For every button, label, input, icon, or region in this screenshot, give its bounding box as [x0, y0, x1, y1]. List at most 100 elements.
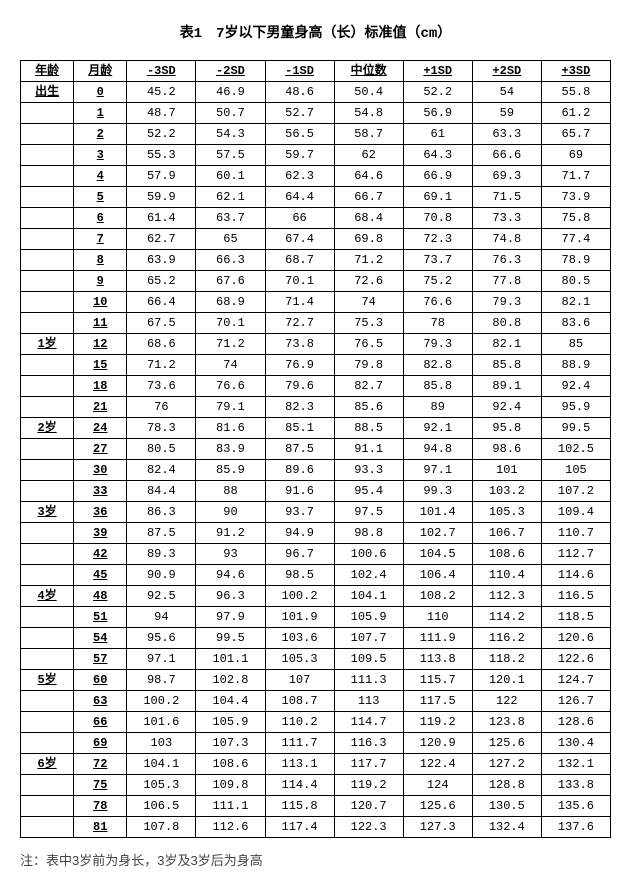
cell-value: 99.3 — [403, 481, 472, 502]
col-header: +2SD — [472, 61, 541, 82]
cell-month: 54 — [74, 628, 127, 649]
cell-value: 63.3 — [472, 124, 541, 145]
cell-value: 57.9 — [127, 166, 196, 187]
cell-value: 102.8 — [196, 670, 265, 691]
cell-value: 116.3 — [334, 733, 403, 754]
cell-value: 112.6 — [196, 817, 265, 838]
cell-value: 119.2 — [334, 775, 403, 796]
cell-value: 78.9 — [541, 250, 610, 271]
cell-value: 61 — [403, 124, 472, 145]
table-row: 661.463.76668.470.873.375.8 — [21, 208, 611, 229]
cell-value: 77.4 — [541, 229, 610, 250]
cell-age — [21, 565, 74, 586]
cell-value: 126.7 — [541, 691, 610, 712]
cell-month: 4 — [74, 166, 127, 187]
cell-value: 105.9 — [334, 607, 403, 628]
table-row: 出生045.246.948.650.452.25455.8 — [21, 82, 611, 103]
table-row: 1873.676.679.682.785.889.192.4 — [21, 376, 611, 397]
table-row: 4590.994.698.5102.4106.4110.4114.6 — [21, 565, 611, 586]
table-row: 217679.182.385.68992.495.9 — [21, 397, 611, 418]
cell-value: 72.6 — [334, 271, 403, 292]
cell-month: 39 — [74, 523, 127, 544]
cell-value: 52.7 — [265, 103, 334, 124]
cell-value: 80.8 — [472, 313, 541, 334]
table-row: 3岁3686.39093.797.5101.4105.3109.4 — [21, 502, 611, 523]
cell-value: 79.1 — [196, 397, 265, 418]
cell-age — [21, 208, 74, 229]
table-row: 965.267.670.172.675.277.880.5 — [21, 271, 611, 292]
cell-value: 65.2 — [127, 271, 196, 292]
cell-age — [21, 355, 74, 376]
cell-value: 88.5 — [334, 418, 403, 439]
cell-value: 68.7 — [265, 250, 334, 271]
table-row: 252.254.356.558.76163.365.7 — [21, 124, 611, 145]
cell-value: 63.9 — [127, 250, 196, 271]
cell-value: 87.5 — [127, 523, 196, 544]
cell-value: 82.8 — [403, 355, 472, 376]
cell-value: 132.4 — [472, 817, 541, 838]
cell-value: 82.1 — [541, 292, 610, 313]
cell-value: 91.2 — [196, 523, 265, 544]
cell-value: 118.5 — [541, 607, 610, 628]
cell-value: 54 — [472, 82, 541, 103]
cell-value: 85.8 — [472, 355, 541, 376]
cell-value: 123.8 — [472, 712, 541, 733]
table-row: 1岁1268.671.273.876.579.382.185 — [21, 334, 611, 355]
table-row: 863.966.368.771.273.776.378.9 — [21, 250, 611, 271]
cell-value: 113.1 — [265, 754, 334, 775]
cell-value: 79.8 — [334, 355, 403, 376]
cell-value: 104.1 — [334, 586, 403, 607]
cell-value: 81.6 — [196, 418, 265, 439]
cell-age — [21, 544, 74, 565]
cell-value: 69 — [541, 145, 610, 166]
cell-value: 105 — [541, 460, 610, 481]
cell-value: 77.8 — [472, 271, 541, 292]
cell-age — [21, 376, 74, 397]
cell-value: 94.9 — [265, 523, 334, 544]
cell-value: 70.8 — [403, 208, 472, 229]
cell-month: 27 — [74, 439, 127, 460]
cell-value: 98.5 — [265, 565, 334, 586]
cell-value: 122 — [472, 691, 541, 712]
cell-value: 71.2 — [127, 355, 196, 376]
cell-age — [21, 313, 74, 334]
cell-value: 103 — [127, 733, 196, 754]
cell-value: 120.6 — [541, 628, 610, 649]
cell-value: 56.9 — [403, 103, 472, 124]
cell-value: 67.5 — [127, 313, 196, 334]
cell-value: 78 — [403, 313, 472, 334]
cell-age — [21, 817, 74, 838]
cell-value: 112.3 — [472, 586, 541, 607]
cell-month: 36 — [74, 502, 127, 523]
cell-age — [21, 103, 74, 124]
cell-value: 76.3 — [472, 250, 541, 271]
cell-month: 5 — [74, 187, 127, 208]
table-row: 355.357.559.76264.366.669 — [21, 145, 611, 166]
cell-value: 111.7 — [265, 733, 334, 754]
col-header: 月龄 — [74, 61, 127, 82]
table-row: 762.76567.469.872.374.877.4 — [21, 229, 611, 250]
cell-month: 30 — [74, 460, 127, 481]
cell-month: 2 — [74, 124, 127, 145]
cell-value: 93.3 — [334, 460, 403, 481]
cell-value: 62.7 — [127, 229, 196, 250]
cell-value: 59.7 — [265, 145, 334, 166]
cell-value: 52.2 — [403, 82, 472, 103]
cell-value: 104.4 — [196, 691, 265, 712]
cell-value: 73.9 — [541, 187, 610, 208]
cell-age — [21, 439, 74, 460]
cell-value: 127.3 — [403, 817, 472, 838]
cell-value: 96.7 — [265, 544, 334, 565]
cell-value: 107.7 — [334, 628, 403, 649]
cell-value: 66.4 — [127, 292, 196, 313]
cell-value: 62.3 — [265, 166, 334, 187]
cell-value: 68.9 — [196, 292, 265, 313]
cell-value: 55.3 — [127, 145, 196, 166]
cell-value: 61.2 — [541, 103, 610, 124]
cell-value: 92.5 — [127, 586, 196, 607]
cell-value: 128.8 — [472, 775, 541, 796]
cell-value: 108.2 — [403, 586, 472, 607]
cell-value: 64.6 — [334, 166, 403, 187]
cell-month: 42 — [74, 544, 127, 565]
cell-value: 102.5 — [541, 439, 610, 460]
